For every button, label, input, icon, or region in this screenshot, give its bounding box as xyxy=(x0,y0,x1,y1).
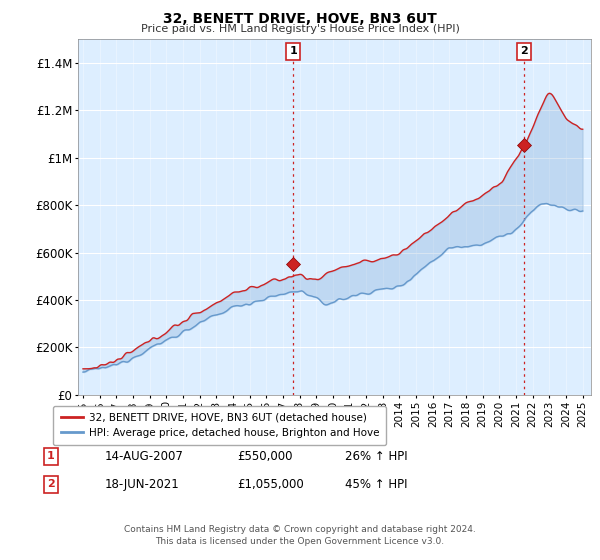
Text: 2: 2 xyxy=(520,46,527,57)
Text: 14-AUG-2007: 14-AUG-2007 xyxy=(105,450,184,463)
Text: £1,055,000: £1,055,000 xyxy=(237,478,304,491)
Text: £550,000: £550,000 xyxy=(237,450,293,463)
Text: Contains HM Land Registry data © Crown copyright and database right 2024.
This d: Contains HM Land Registry data © Crown c… xyxy=(124,525,476,546)
Text: 26% ↑ HPI: 26% ↑ HPI xyxy=(345,450,407,463)
Text: 1: 1 xyxy=(289,46,297,57)
Text: 45% ↑ HPI: 45% ↑ HPI xyxy=(345,478,407,491)
Legend: 32, BENETT DRIVE, HOVE, BN3 6UT (detached house), HPI: Average price, detached h: 32, BENETT DRIVE, HOVE, BN3 6UT (detache… xyxy=(53,405,386,445)
Text: 1: 1 xyxy=(47,451,55,461)
Text: 32, BENETT DRIVE, HOVE, BN3 6UT: 32, BENETT DRIVE, HOVE, BN3 6UT xyxy=(163,12,437,26)
Text: Price paid vs. HM Land Registry's House Price Index (HPI): Price paid vs. HM Land Registry's House … xyxy=(140,24,460,34)
Text: 18-JUN-2021: 18-JUN-2021 xyxy=(105,478,180,491)
Text: 2: 2 xyxy=(47,479,55,489)
